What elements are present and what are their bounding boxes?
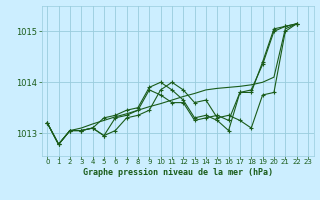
X-axis label: Graphe pression niveau de la mer (hPa): Graphe pression niveau de la mer (hPa) — [83, 168, 273, 177]
